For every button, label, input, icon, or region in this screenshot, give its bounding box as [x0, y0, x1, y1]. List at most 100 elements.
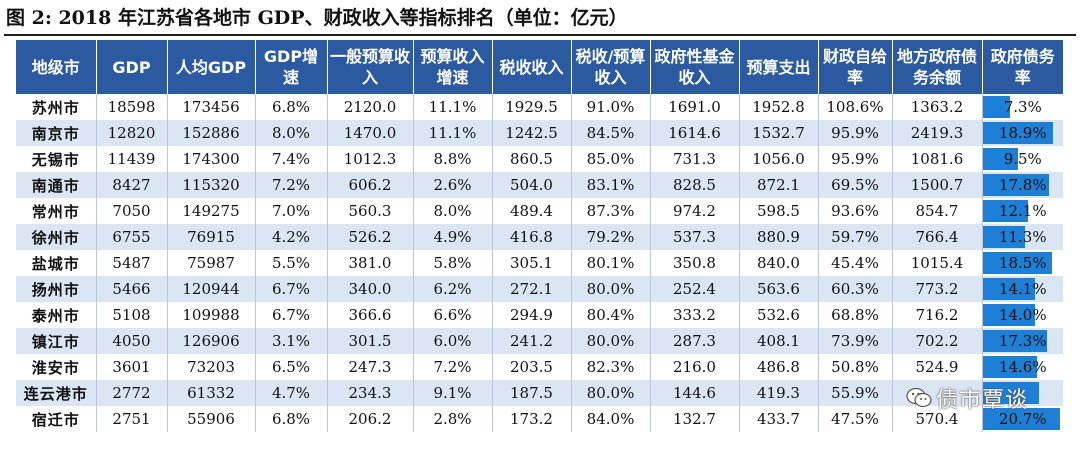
debt-ratio-bar	[982, 226, 1025, 248]
cell-gdp-per-capita: 126906	[167, 328, 256, 354]
cell-gdp-growth: 7.2%	[255, 172, 328, 198]
cell-debt-ratio: 14.6%	[982, 354, 1063, 380]
cell-self-sufficiency: 68.8%	[818, 302, 893, 328]
cell-city: 扬州市	[16, 276, 97, 302]
city-indicator-table: 地级市 GDP 人均GDP GDP增速 一般预算收入 预算收入增速 税收收入 税…	[16, 40, 1063, 432]
table-row: 徐州市 6755 76915 4.2% 526.2 4.9% 416.8 79.2% 537.3…	[16, 224, 1063, 250]
header-fund-revenue: 政府性基金收入	[650, 40, 740, 94]
cell-city: 宿迁市	[16, 406, 97, 432]
cell-self-sufficiency: 95.9%	[818, 120, 893, 146]
table-row: 南京市 12820 152886 8.0% 1470.0 11.1% 1242.5 84.5%…	[16, 120, 1063, 146]
cell-city: 南京市	[16, 120, 97, 146]
cell-budget-expenditure: 433.7	[739, 406, 819, 432]
cell-tax-revenue: 504.0	[492, 172, 572, 198]
table-row: 苏州市 18598 173456 6.8% 2120.0 11.1% 1929.5 91.0%…	[16, 94, 1063, 120]
cell-revenue-growth: 2.6%	[413, 172, 493, 198]
cell-tax-revenue: 860.5	[492, 146, 572, 172]
header-self-sufficiency: 财政自给率	[818, 40, 893, 94]
cell-gdp: 18598	[96, 94, 168, 120]
cell-tax-ratio: 84.5%	[571, 120, 651, 146]
cell-tax-revenue: 416.8	[492, 224, 572, 250]
cell-gdp-growth: 6.7%	[255, 302, 328, 328]
cell-city: 徐州市	[16, 224, 97, 250]
cell-gdp: 12820	[96, 120, 168, 146]
debt-ratio-bar	[982, 174, 1050, 196]
cell-self-sufficiency: 69.5%	[818, 172, 893, 198]
table-row: 常州市 7050 149275 7.0% 560.3 8.0% 489.4 87.3% 974.…	[16, 198, 1063, 224]
cell-city: 无锡市	[16, 146, 97, 172]
cell-gdp-per-capita: 174300	[167, 146, 256, 172]
cell-city: 南通市	[16, 172, 97, 198]
cell-gdp-per-capita: 120944	[167, 276, 256, 302]
cell-revenue-growth: 7.2%	[413, 354, 493, 380]
cell-debt-ratio: 17.3%	[982, 328, 1063, 354]
table-row: 无锡市 11439 174300 7.4% 1012.3 8.8% 860.5 85.0% 73…	[16, 146, 1063, 172]
header-tax-ratio: 税收/预算收入	[571, 40, 651, 94]
cell-tax-revenue: 203.5	[492, 354, 572, 380]
debt-ratio-bar	[982, 330, 1048, 352]
cell-debt-ratio: 12.1%	[982, 198, 1063, 224]
cell-gdp-growth: 3.1%	[255, 328, 328, 354]
cell-debt-ratio: 14.0%	[982, 302, 1063, 328]
cell-gdp-per-capita: 75987	[167, 250, 256, 276]
header-gdp: GDP	[96, 40, 168, 94]
table-row: 连云港市 2772 61332 4.7% 234.3 9.1% 187.5 80.0% 144.…	[16, 380, 1063, 406]
cell-debt-ratio: 17.8%	[982, 172, 1063, 198]
cell-gdp-growth: 6.8%	[255, 406, 328, 432]
header-city: 地级市	[16, 40, 97, 94]
debt-ratio-label: 17.3%	[998, 332, 1047, 350]
cell-fund-revenue: 216.0	[650, 354, 740, 380]
cell-budget-revenue: 247.3	[327, 354, 414, 380]
header-gdp-growth: GDP增速	[255, 40, 328, 94]
cell-gdp: 2772	[96, 380, 168, 406]
debt-ratio-label: 14.1%	[998, 280, 1047, 298]
debt-ratio-bar	[982, 278, 1036, 300]
cell-budget-expenditure: 532.6	[739, 302, 819, 328]
header-budget-revenue: 一般预算收入	[327, 40, 414, 94]
table-row: 盐城市 5487 75987 5.5% 381.0 5.8% 305.1 80.1% 350.8…	[16, 250, 1063, 276]
cell-gdp-growth: 6.5%	[255, 354, 328, 380]
debt-ratio-label: 18.9%	[998, 124, 1047, 142]
cell-budget-expenditure: 486.8	[739, 354, 819, 380]
title-rule	[4, 34, 1076, 36]
cell-budget-revenue: 606.2	[327, 172, 414, 198]
cell-city: 苏州市	[16, 94, 97, 120]
cell-city: 连云港市	[16, 380, 97, 406]
cell-debt-balance: 716.2	[892, 302, 983, 328]
debt-ratio-label: 14.6%	[998, 358, 1047, 376]
table-row: 宿迁市 2751 55906 6.8% 206.2 2.8% 173.2 84.0% 132.7…	[16, 406, 1063, 432]
table-row: 淮安市 3601 73203 6.5% 247.3 7.2% 203.5 82.3% 216.0…	[16, 354, 1063, 380]
cell-debt-ratio	[982, 380, 1063, 406]
cell-self-sufficiency: 59.7%	[818, 224, 893, 250]
cell-debt-balance: 702.2	[892, 328, 983, 354]
cell-debt-balance: 570.4	[892, 406, 983, 432]
cell-debt-balance: 524.9	[892, 354, 983, 380]
cell-revenue-growth: 4.9%	[413, 224, 493, 250]
cell-gdp: 2751	[96, 406, 168, 432]
cell-debt-ratio: 18.5%	[982, 250, 1063, 276]
cell-budget-expenditure: 1952.8	[739, 94, 819, 120]
cell-gdp-per-capita: 76915	[167, 224, 256, 250]
cell-budget-expenditure: 419.3	[739, 380, 819, 406]
cell-revenue-growth: 5.8%	[413, 250, 493, 276]
cell-gdp-per-capita: 61332	[167, 380, 256, 406]
cell-budget-expenditure: 408.1	[739, 328, 819, 354]
cell-fund-revenue: 252.4	[650, 276, 740, 302]
header-gdp-per-capita: 人均GDP	[167, 40, 256, 94]
debt-ratio-label: 7.3%	[1003, 98, 1042, 116]
cell-debt-balance: 773.2	[892, 276, 983, 302]
cell-revenue-growth: 8.0%	[413, 198, 493, 224]
cell-budget-revenue: 340.0	[327, 276, 414, 302]
debt-ratio-bar	[982, 382, 1039, 404]
cell-gdp-growth: 5.5%	[255, 250, 328, 276]
cell-gdp: 5466	[96, 276, 168, 302]
debt-ratio-label: 12.1%	[998, 202, 1047, 220]
cell-budget-revenue: 1012.3	[327, 146, 414, 172]
cell-self-sufficiency: 60.3%	[818, 276, 893, 302]
cell-tax-ratio: 83.1%	[571, 172, 651, 198]
table-row: 南通市 8427 115320 7.2% 606.2 2.6% 504.0 83.1% 828.…	[16, 172, 1063, 198]
cell-debt-ratio: 11.3%	[982, 224, 1063, 250]
cell-city: 常州市	[16, 198, 97, 224]
cell-tax-ratio: 87.3%	[571, 198, 651, 224]
debt-ratio-bar	[982, 408, 1060, 430]
